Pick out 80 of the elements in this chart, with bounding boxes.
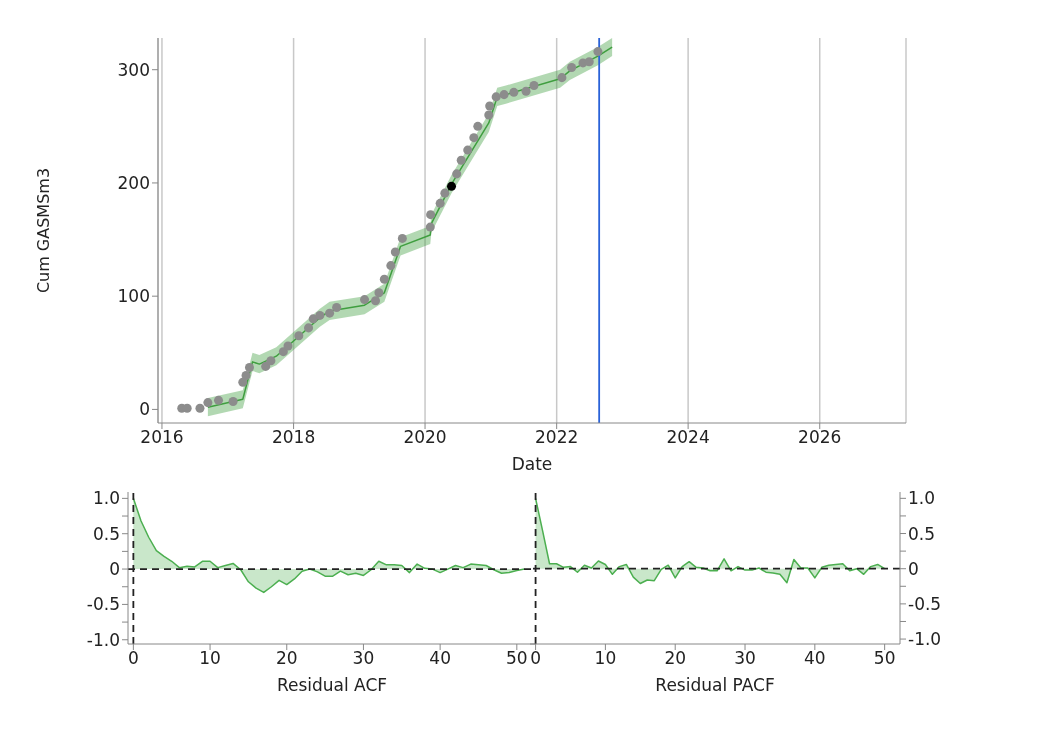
x-tick-label: 10 [594, 648, 617, 669]
point [244, 363, 254, 373]
x-tick-label: 50 [506, 648, 528, 669]
y2-tick-label: 1.0 [908, 488, 936, 509]
point [469, 133, 479, 143]
point [304, 323, 314, 333]
point [435, 198, 445, 208]
y-tick-label: 1.0 [92, 488, 120, 509]
x-tick-label: 0 [530, 648, 541, 669]
y-tick-label: 0 [109, 559, 120, 580]
y-tick-label: -1.0 [86, 629, 120, 650]
point [241, 370, 251, 380]
x-tick-label: 30 [734, 648, 756, 669]
y-tick-label: 100 [117, 286, 150, 307]
x-axis-title: Residual ACF [276, 675, 388, 695]
x-axis-title: Residual PACF [655, 675, 775, 695]
x-tick-label: 40 [429, 648, 451, 669]
x-tick-label: 2016 [140, 427, 184, 448]
point [360, 295, 370, 305]
x-tick-label: 10 [199, 648, 221, 669]
x-tick-label: 2024 [666, 427, 710, 448]
x-tick-label: 2018 [271, 427, 316, 448]
point [374, 288, 384, 298]
point [195, 403, 205, 413]
y-tick-label: 200 [117, 172, 150, 193]
point [473, 121, 483, 131]
point [529, 81, 539, 91]
point [456, 155, 466, 165]
y2-tick-label: -1.0 [908, 629, 942, 650]
x-axis-title: Date [511, 454, 553, 474]
y-tick-label: 300 [117, 59, 150, 80]
x-tick-label: 2026 [798, 427, 842, 448]
point [463, 145, 473, 155]
point [371, 296, 381, 306]
point [521, 86, 531, 96]
point [203, 398, 213, 408]
point [278, 347, 288, 357]
x-tick-label: 2020 [403, 427, 447, 448]
point [452, 169, 462, 179]
point [557, 73, 567, 83]
y2-tick-label: 0.5 [908, 523, 936, 544]
y-tick-label: 0 [139, 399, 150, 420]
point [238, 377, 248, 387]
y-tick-label: -0.5 [86, 594, 120, 615]
y-axis-title: Cum GASMSm3 [33, 167, 53, 294]
y-tick-label: 0.5 [92, 523, 120, 544]
x-tick-label: 40 [804, 648, 826, 669]
point [499, 90, 509, 100]
point [283, 341, 293, 351]
point [379, 274, 389, 284]
point [593, 47, 603, 57]
point [426, 210, 436, 220]
point [509, 87, 519, 97]
point [491, 92, 501, 102]
x-tick-label: 20 [664, 648, 687, 669]
point [485, 101, 495, 111]
point [332, 302, 342, 313]
y2-tick-label: 0 [908, 558, 919, 579]
point [261, 361, 271, 371]
point [484, 110, 494, 120]
point [294, 331, 304, 341]
y2-tick-label: -0.5 [908, 593, 942, 614]
x-tick-label: 20 [275, 648, 298, 669]
point [266, 356, 276, 366]
point [440, 188, 450, 198]
point [397, 233, 407, 243]
point [567, 62, 577, 72]
point [425, 222, 435, 232]
x-tick-label: 30 [352, 648, 375, 669]
point [386, 261, 396, 271]
x-tick-label: 50 [873, 648, 896, 669]
point [390, 247, 400, 257]
point [228, 396, 238, 406]
point [213, 395, 224, 405]
point [308, 314, 318, 324]
x-tick-label: 2022 [535, 427, 579, 448]
point [325, 308, 335, 318]
point [315, 310, 325, 320]
point [447, 181, 457, 191]
point [584, 57, 594, 67]
